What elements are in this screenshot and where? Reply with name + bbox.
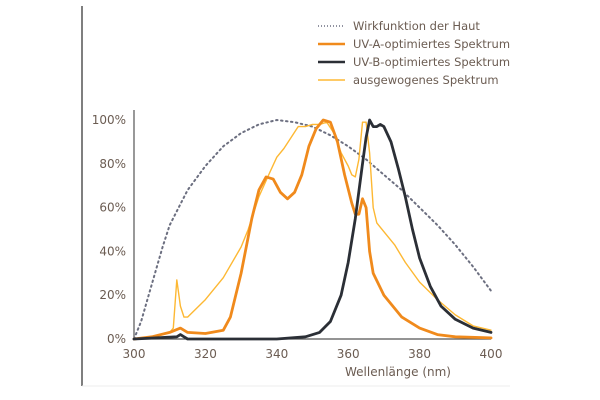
- legend-label: UV-B-optimiertes Spektrum: [353, 55, 510, 69]
- x-tick-label: 340: [265, 347, 288, 361]
- y-tick-label: 0%: [107, 332, 126, 346]
- x-axis-label: Wellenlänge (nm): [345, 365, 451, 379]
- series-line-1: [133, 119, 492, 340]
- legend-label: UV-A-optimiertes Spektrum: [353, 37, 510, 51]
- legend-label: ausgewogenes Spektrum: [353, 73, 499, 87]
- series-line-2: [132, 118, 493, 341]
- y-tick-label: 100%: [92, 113, 126, 127]
- x-tick-label: 320: [194, 347, 217, 361]
- y-tick-label: 40%: [99, 244, 126, 258]
- series-line-3: [132, 118, 493, 341]
- y-tick-label: 80%: [99, 157, 126, 171]
- y-tick-label: 20%: [99, 288, 126, 302]
- x-tick-label: 400: [480, 347, 503, 361]
- y-tick-label: 60%: [99, 201, 126, 215]
- x-tick-label: 380: [408, 347, 431, 361]
- series-line-4: [133, 121, 492, 340]
- legend-label: Wirkfunktion der Haut: [353, 19, 480, 33]
- x-tick-label: 360: [337, 347, 360, 361]
- x-tick-label: 300: [123, 347, 146, 361]
